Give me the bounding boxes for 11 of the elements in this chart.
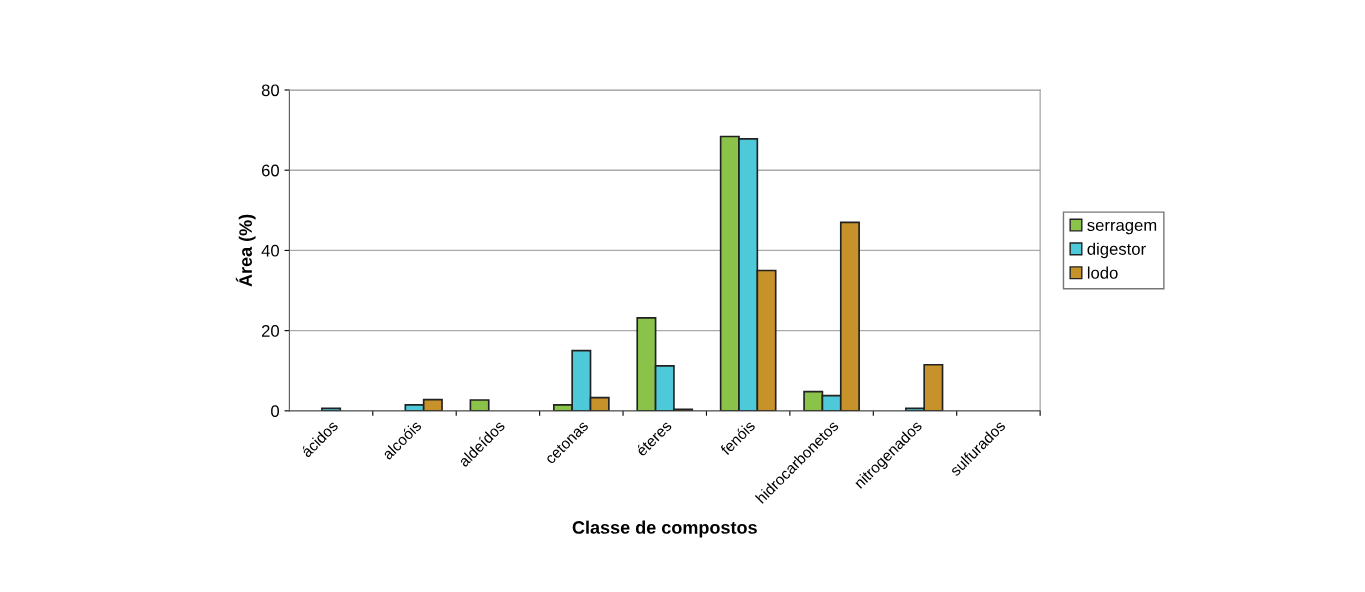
legend-label: lodo	[1087, 266, 1118, 279]
y-tick-label: 40	[261, 244, 280, 257]
y-axis-title: Área (%)	[235, 214, 256, 287]
legend-label: serragem	[1087, 221, 1157, 235]
y-tick-label: 0	[271, 405, 280, 418]
y-tick-label: 20	[261, 325, 280, 337]
legend-label: digestor	[1087, 242, 1146, 259]
y-tick-label: 60	[261, 164, 280, 177]
y-tick-label: 80	[261, 84, 280, 97]
bar	[469, 399, 490, 411]
x-axis-title: Classe de compostos	[572, 520, 757, 538]
